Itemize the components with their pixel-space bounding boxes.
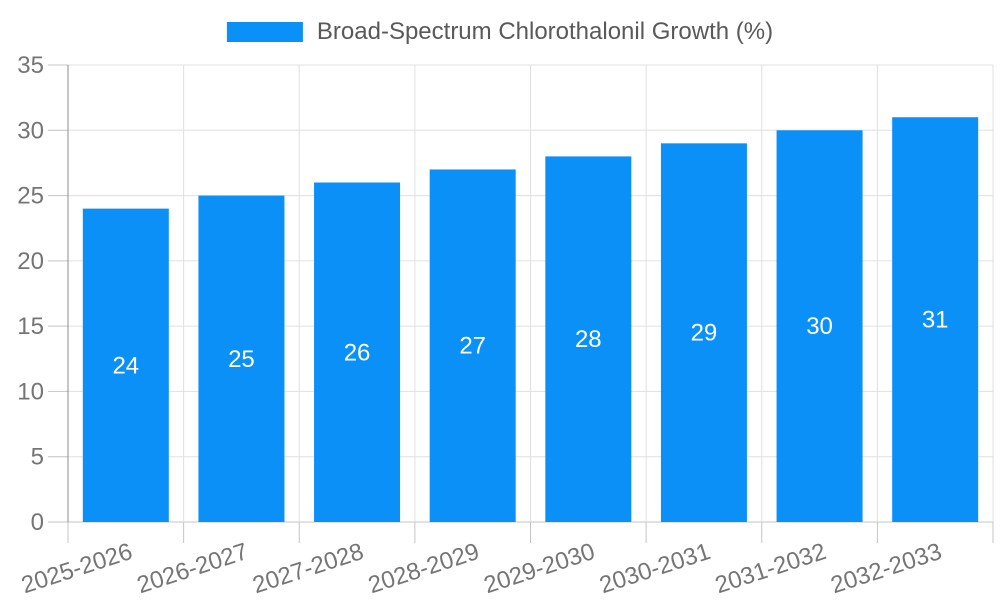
x-tick-label: 2029-2030 — [481, 538, 599, 599]
bar-value-label: 25 — [228, 346, 255, 373]
y-tick-label: 0 — [31, 509, 44, 536]
legend-swatch — [226, 22, 303, 42]
bar[interactable] — [198, 195, 285, 523]
bar[interactable] — [660, 143, 747, 523]
y-tick-label: 10 — [17, 378, 44, 405]
x-tick-label: 2031-2032 — [712, 538, 830, 599]
x-tick-label: 2025-2026 — [18, 538, 136, 599]
bar[interactable] — [429, 169, 516, 522]
bar[interactable] — [82, 208, 169, 522]
bar[interactable] — [314, 182, 401, 522]
bar[interactable] — [776, 130, 863, 523]
x-tick-label: 2028-2029 — [365, 538, 483, 599]
y-tick-label: 15 — [17, 313, 44, 340]
y-tick-label: 20 — [17, 248, 44, 275]
bar-value-label: 24 — [112, 352, 139, 379]
x-tick-label: 2027-2028 — [249, 538, 367, 599]
bar-value-label: 29 — [691, 320, 718, 347]
bar-value-label: 31 — [922, 307, 949, 334]
legend-label: Broad-Spectrum Chlorothalonil Growth (%) — [316, 18, 774, 45]
y-tick-label: 30 — [17, 117, 44, 144]
bar[interactable] — [892, 117, 979, 522]
y-tick-label: 5 — [31, 444, 44, 471]
bar-value-label: 27 — [459, 333, 486, 360]
x-tick-label: 2030-2031 — [596, 538, 714, 599]
x-tick-label: 2026-2027 — [134, 538, 252, 599]
bar-value-label: 26 — [344, 339, 371, 366]
x-tick-label: 2032-2033 — [828, 538, 946, 599]
y-tick-label: 25 — [17, 183, 44, 210]
bar-value-label: 30 — [806, 313, 833, 340]
y-tick-label: 35 — [17, 52, 44, 79]
legend[interactable]: Broad-Spectrum Chlorothalonil Growth (%) — [226, 18, 774, 45]
bar-value-label: 28 — [575, 326, 602, 353]
bar[interactable] — [545, 156, 632, 522]
